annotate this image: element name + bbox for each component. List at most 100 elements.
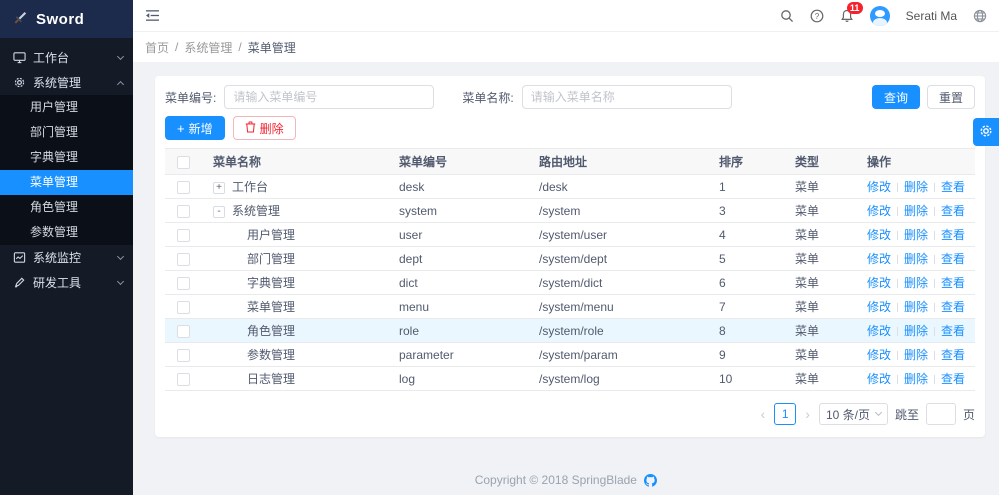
sidebar-item-label: 工作台 — [33, 51, 70, 65]
table-header-row: 菜单名称 菜单编号 路由地址 排序 类型 操作 — [165, 148, 975, 175]
view-link[interactable]: 查看 — [941, 276, 966, 290]
breadcrumb-separator: / — [175, 40, 179, 54]
sidebar-submenu-item[interactable]: 角色管理 — [30, 200, 79, 214]
row-checkbox[interactable] — [176, 348, 190, 362]
edit-link[interactable]: 修改 — [867, 252, 892, 266]
select-all-checkbox[interactable] — [176, 155, 190, 169]
row-checkbox[interactable] — [176, 276, 190, 290]
collapse-icon[interactable]: - — [213, 205, 225, 218]
sidebar-item-workbench[interactable]: 工作台 — [0, 45, 133, 70]
user-name[interactable]: Serati Ma — [905, 8, 957, 23]
row-checkbox[interactable] — [176, 324, 190, 338]
row-checkbox[interactable] — [176, 180, 190, 194]
help-icon[interactable]: ? — [810, 9, 824, 23]
table-body: + 工作台 desk/desk 1 菜单 修改 删除 查看 - 系统管理 system/system… — [165, 174, 975, 391]
edit-link[interactable]: 修改 — [867, 180, 892, 194]
header-route-path: 路由地址 — [539, 148, 719, 175]
edit-link[interactable]: 修改 — [867, 348, 892, 362]
delete-link[interactable]: 删除 — [904, 276, 929, 290]
reset-button[interactable]: 重置 — [926, 85, 975, 109]
header-type: 类型 — [795, 148, 867, 175]
sidebar-item-system[interactable]: 系统管理 — [0, 70, 133, 95]
view-link[interactable]: 查看 — [941, 180, 966, 194]
view-link[interactable]: 查看 — [941, 300, 966, 314]
gear-icon — [979, 124, 993, 141]
delete-button[interactable]: 删除 — [232, 116, 296, 140]
edit-link[interactable]: 修改 — [867, 300, 892, 314]
row-checkbox[interactable] — [176, 204, 190, 218]
sidebar-submenu-item[interactable]: 部门管理 — [30, 125, 79, 139]
menu-code-cell: user — [399, 222, 539, 247]
delete-link[interactable]: 删除 — [904, 324, 929, 338]
sidebar-submenu-item[interactable]: 字典管理 — [30, 150, 79, 164]
sort-cell: 3 — [719, 198, 795, 223]
menu-name-cell: 用户管理 — [247, 228, 296, 242]
sidebar-item-devtools[interactable]: 研发工具 — [0, 270, 133, 295]
search-icon[interactable] — [780, 9, 794, 23]
view-link[interactable]: 查看 — [941, 228, 966, 242]
jump-page-input[interactable] — [925, 403, 956, 425]
logo[interactable]: Sword — [0, 0, 133, 38]
search-button[interactable]: 查询 — [871, 85, 920, 109]
menu-code-cell: parameter — [399, 342, 539, 367]
row-checkbox[interactable] — [176, 228, 190, 242]
breadcrumb-item-system[interactable]: 系统管理 — [184, 40, 233, 55]
page-number-button[interactable]: 1 — [774, 403, 797, 425]
content: 菜单编号: 菜单名称: 查询 重置 + 新增 — [133, 62, 999, 495]
edit-link[interactable]: 修改 — [867, 228, 892, 242]
operation-divider — [897, 207, 899, 217]
row-checkbox[interactable] — [176, 372, 190, 386]
chevron-up-icon — [116, 80, 125, 88]
settings-drawer-button[interactable] — [973, 118, 999, 146]
add-button[interactable]: + 新增 — [165, 116, 225, 140]
delete-link[interactable]: 删除 — [904, 204, 929, 218]
view-link[interactable]: 查看 — [941, 348, 966, 362]
bell-icon[interactable]: 11 — [840, 1, 863, 23]
row-checkbox[interactable] — [176, 252, 190, 266]
globe-icon[interactable] — [973, 9, 987, 23]
menu-code-cell: system — [399, 198, 539, 223]
avatar[interactable] — [869, 5, 890, 26]
svg-text:?: ? — [814, 11, 819, 20]
edit-link[interactable]: 修改 — [867, 276, 892, 290]
sidebar-submenu-item[interactable]: 参数管理 — [30, 225, 79, 239]
view-link[interactable]: 查看 — [941, 372, 966, 386]
topbar: ? 11 Serati Ma — [133, 0, 999, 32]
prev-page-button[interactable]: ‹ — [760, 406, 766, 422]
sidebar: Sword 工作台 系统管理 用户管理部门管理字典管理菜单管理角色管理参数管理 — [0, 0, 133, 495]
breadcrumb-item-home[interactable]: 首页 — [145, 40, 170, 55]
view-link[interactable]: 查看 — [941, 252, 966, 266]
row-checkbox[interactable] — [176, 300, 190, 314]
menu-management-card: 菜单编号: 菜单名称: 查询 重置 + 新增 — [155, 76, 985, 437]
delete-link[interactable]: 删除 — [904, 348, 929, 362]
edit-link[interactable]: 修改 — [867, 372, 892, 386]
expand-icon[interactable]: + — [213, 181, 225, 194]
delete-link[interactable]: 删除 — [904, 372, 929, 386]
sort-cell: 8 — [719, 318, 795, 343]
sidebar-submenu-item[interactable]: 用户管理 — [30, 100, 79, 114]
next-page-button[interactable]: › — [805, 406, 810, 422]
edit-link[interactable]: 修改 — [867, 324, 892, 338]
sidebar-submenu-item[interactable]: 菜单管理 — [0, 170, 133, 195]
delete-link[interactable]: 删除 — [904, 252, 929, 266]
sidebar-submenu: 用户管理部门管理字典管理菜单管理角色管理参数管理 — [0, 95, 133, 245]
route-path-cell: /system/param — [539, 342, 719, 367]
delete-link[interactable]: 删除 — [904, 300, 929, 314]
menu-name-input[interactable] — [521, 85, 732, 109]
page-size-select[interactable]: 10 条/页 — [818, 403, 888, 425]
menu-code-input[interactable] — [224, 85, 435, 109]
edit-link[interactable]: 修改 — [867, 204, 892, 218]
menu-fold-icon[interactable] — [145, 9, 160, 22]
delete-link[interactable]: 删除 — [904, 180, 929, 194]
view-link[interactable]: 查看 — [941, 204, 966, 218]
type-cell: 菜单 — [795, 318, 867, 343]
operation-divider — [934, 327, 936, 337]
delete-link[interactable]: 删除 — [904, 228, 929, 242]
operation-divider — [897, 375, 899, 385]
operations-cell: 修改 删除 查看 — [867, 366, 975, 391]
menu-code-cell: menu — [399, 294, 539, 319]
sidebar-item-monitor[interactable]: 系统监控 — [0, 245, 133, 270]
type-cell: 菜单 — [795, 270, 867, 295]
github-icon[interactable] — [644, 474, 658, 490]
view-link[interactable]: 查看 — [941, 324, 966, 338]
